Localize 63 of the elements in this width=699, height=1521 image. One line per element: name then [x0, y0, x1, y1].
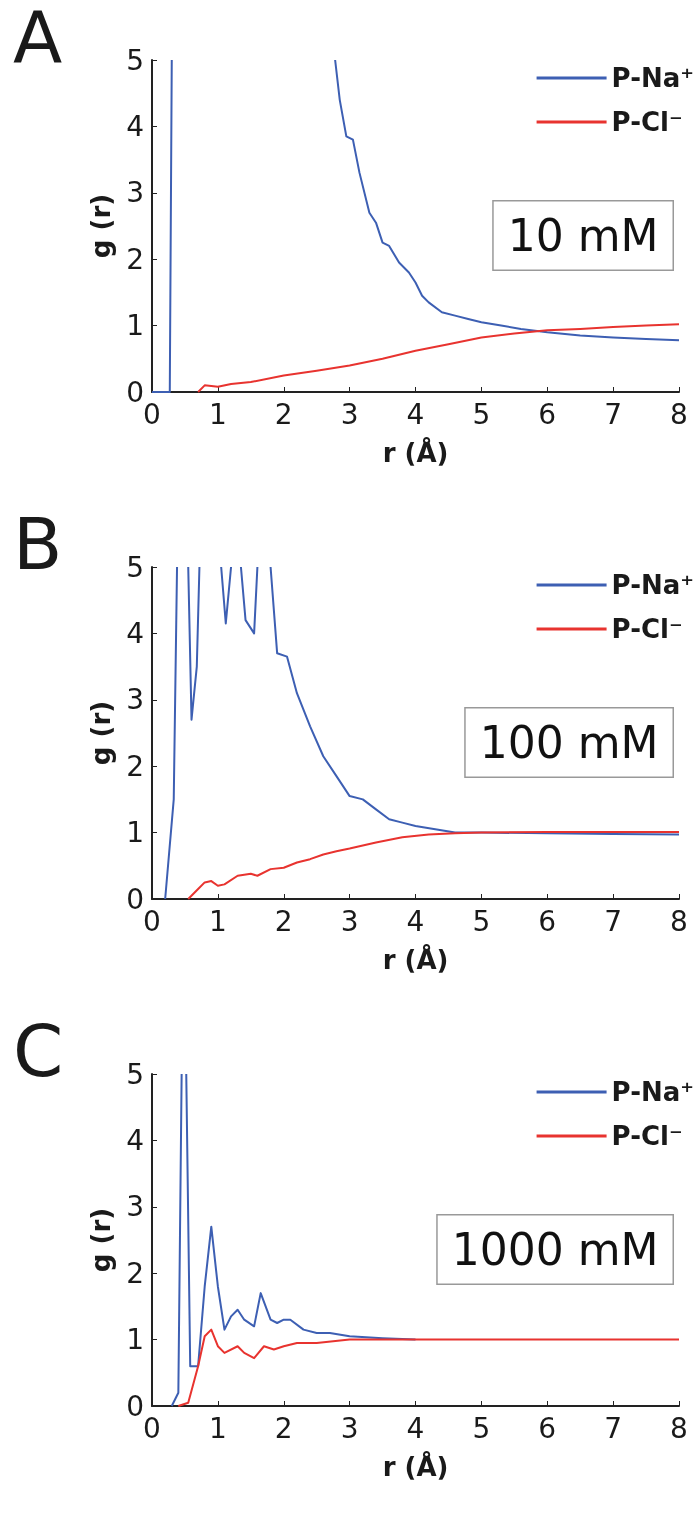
x-tick-label: 6: [538, 904, 557, 938]
x-tick-label: 7: [604, 1411, 623, 1445]
y-axis-title: g (r): [86, 700, 116, 766]
annotation: 100 mM: [479, 717, 659, 768]
x-tick-label: 7: [604, 397, 623, 431]
x-tick-label: 7: [604, 904, 623, 938]
y-tick-label: 0: [126, 375, 144, 409]
y-tick-label: 5: [126, 1057, 144, 1091]
y-tick-label: 1: [126, 309, 144, 343]
legend-label: P-Cl⁻: [611, 1121, 683, 1151]
y-tick-label: 3: [126, 683, 144, 717]
x-tick-label: 2: [274, 904, 293, 938]
x-tick-label: 8: [670, 397, 688, 431]
y-tick-label: 1: [126, 1323, 144, 1357]
x-tick-label: 3: [340, 904, 359, 938]
legend-label: P-Cl⁻: [611, 107, 683, 137]
line-series: [177, 1328, 680, 1407]
x-tick-label: 8: [670, 904, 688, 938]
x-axis-title: r (Å): [382, 437, 449, 468]
y-tick-label: 4: [126, 109, 144, 143]
y-tick-label: 1: [126, 816, 144, 850]
line-series: [197, 323, 680, 393]
y-tick-label: 3: [126, 1190, 144, 1224]
y-tick-label: 2: [126, 749, 144, 783]
x-tick-label: 2: [274, 397, 293, 431]
y-tick-label: 0: [126, 1389, 144, 1423]
legend-label: P-Cl⁻: [611, 614, 683, 644]
x-tick-label: 5: [472, 1411, 491, 1445]
x-tick-label: 5: [472, 904, 491, 938]
annotation: 1000 mM: [451, 1224, 659, 1275]
chart-title: B: [13, 502, 63, 586]
y-tick-label: 2: [126, 1256, 144, 1290]
x-tick-label: 6: [538, 1411, 557, 1445]
chart-title: C: [13, 1009, 64, 1093]
legend-label: P-Na⁺: [611, 1077, 694, 1107]
y-axis-title: g (r): [86, 1207, 116, 1273]
x-axis-title: r (Å): [382, 944, 449, 975]
line-series: [187, 830, 680, 900]
y-tick-label: 4: [126, 1123, 144, 1157]
legend-label: P-Na⁺: [611, 570, 694, 600]
x-tick-label: 4: [406, 397, 425, 431]
y-tick-label: 5: [126, 43, 144, 77]
x-tick-label: 4: [406, 1411, 425, 1445]
x-tick-label: 5: [472, 397, 491, 431]
annotation: 10 mM: [507, 210, 659, 261]
x-tick-label: 1: [208, 397, 227, 431]
y-tick-label: 4: [126, 616, 144, 650]
x-tick-label: 4: [406, 904, 425, 938]
x-tick-label: 6: [538, 397, 557, 431]
y-axis-title: g (r): [86, 193, 116, 259]
chart-title: A: [13, 0, 63, 79]
x-axis-title: r (Å): [382, 1451, 449, 1482]
legend-label: P-Na⁺: [611, 63, 694, 93]
x-tick-label: 1: [208, 1411, 227, 1445]
y-tick-label: 5: [126, 550, 144, 584]
x-tick-label: 1: [208, 904, 227, 938]
x-tick-label: 3: [340, 397, 359, 431]
y-tick-label: 0: [126, 882, 144, 916]
x-tick-label: 3: [340, 1411, 359, 1445]
y-tick-label: 3: [126, 176, 144, 210]
x-tick-label: 2: [274, 1411, 293, 1445]
y-tick-label: 2: [126, 242, 144, 276]
x-tick-label: 8: [670, 1411, 688, 1445]
